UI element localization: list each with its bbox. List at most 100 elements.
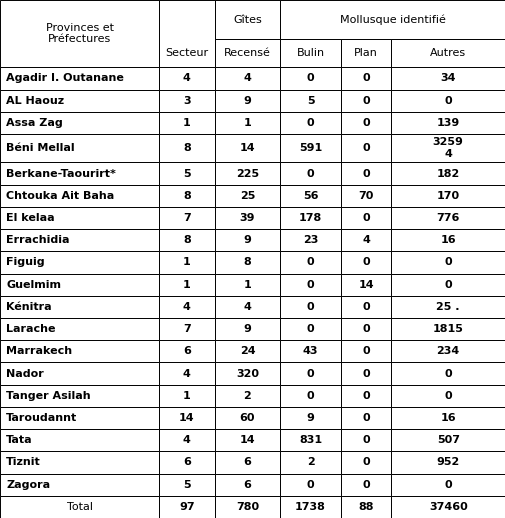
Text: 1: 1 <box>183 280 191 290</box>
Text: 0: 0 <box>307 302 315 312</box>
Text: 6: 6 <box>183 347 191 356</box>
Bar <box>0 451 159 473</box>
Text: 1: 1 <box>243 280 251 290</box>
Text: 14: 14 <box>240 435 255 445</box>
Bar <box>280 112 341 134</box>
Text: 0: 0 <box>444 257 452 267</box>
Bar <box>341 251 391 274</box>
Bar <box>341 112 391 134</box>
Text: 14: 14 <box>240 143 255 153</box>
Text: Mollusque identifié: Mollusque identifié <box>340 15 445 25</box>
Bar <box>0 318 159 340</box>
Bar <box>341 385 391 407</box>
Text: Recensé: Recensé <box>224 48 271 58</box>
Text: 34: 34 <box>440 74 456 83</box>
Text: 780: 780 <box>236 502 259 512</box>
Bar <box>215 163 280 185</box>
Bar <box>280 496 341 518</box>
Text: 14: 14 <box>179 413 194 423</box>
Bar <box>0 207 159 229</box>
Text: 60: 60 <box>240 413 255 423</box>
Bar <box>341 407 391 429</box>
Bar <box>215 318 280 340</box>
Bar <box>0 112 159 134</box>
Bar <box>0 340 159 363</box>
Text: 16: 16 <box>440 235 456 245</box>
Text: Bulin: Bulin <box>296 48 325 58</box>
Bar <box>341 229 391 251</box>
Text: 0: 0 <box>307 168 315 179</box>
Bar <box>215 90 280 112</box>
Bar <box>215 473 280 496</box>
Bar <box>341 496 391 518</box>
Text: 6: 6 <box>183 457 191 467</box>
Bar <box>280 274 341 296</box>
Bar <box>341 318 391 340</box>
Bar <box>0 251 159 274</box>
Text: Berkane-Taourirt*: Berkane-Taourirt* <box>6 168 116 179</box>
Text: 9: 9 <box>243 324 251 334</box>
Bar <box>215 451 280 473</box>
Bar <box>391 39 505 67</box>
Text: Tata: Tata <box>6 435 33 445</box>
Bar <box>280 296 341 318</box>
Text: 7: 7 <box>183 213 191 223</box>
Text: 0: 0 <box>362 118 370 128</box>
Text: 8: 8 <box>183 191 191 201</box>
Text: 9: 9 <box>243 96 251 106</box>
Text: 225: 225 <box>236 168 259 179</box>
Bar <box>391 429 505 451</box>
Bar <box>280 134 341 163</box>
Bar <box>280 473 341 496</box>
Bar <box>159 429 215 451</box>
Bar <box>0 0 159 67</box>
Text: 591: 591 <box>299 143 322 153</box>
Bar <box>341 134 391 163</box>
Bar <box>0 407 159 429</box>
Bar <box>280 318 341 340</box>
Text: 178: 178 <box>299 213 322 223</box>
Bar <box>341 451 391 473</box>
Text: 182: 182 <box>436 168 460 179</box>
Text: 0: 0 <box>307 74 315 83</box>
Text: 25: 25 <box>240 191 255 201</box>
Text: 9: 9 <box>243 235 251 245</box>
Text: Figuig: Figuig <box>6 257 44 267</box>
Text: 234: 234 <box>436 347 460 356</box>
Bar <box>159 363 215 385</box>
Bar <box>159 0 215 67</box>
Bar <box>159 185 215 207</box>
Bar <box>391 67 505 90</box>
Text: 0: 0 <box>307 280 315 290</box>
Text: 1: 1 <box>183 257 191 267</box>
Bar <box>215 67 280 90</box>
Text: Gîtes: Gîtes <box>233 15 262 24</box>
Text: 1815: 1815 <box>433 324 464 334</box>
Bar <box>280 251 341 274</box>
Text: 0: 0 <box>362 457 370 467</box>
Text: 56: 56 <box>303 191 318 201</box>
Bar <box>215 229 280 251</box>
Text: 3259
4: 3259 4 <box>433 137 464 159</box>
Bar <box>0 229 159 251</box>
Bar <box>391 385 505 407</box>
Bar <box>215 407 280 429</box>
Text: 97: 97 <box>179 502 194 512</box>
Text: 0: 0 <box>444 96 452 106</box>
Text: 0: 0 <box>362 435 370 445</box>
Bar <box>391 229 505 251</box>
Bar <box>159 112 215 134</box>
Bar <box>159 451 215 473</box>
Bar <box>280 163 341 185</box>
Bar <box>0 385 159 407</box>
Bar <box>280 185 341 207</box>
Bar <box>280 229 341 251</box>
Text: 0: 0 <box>307 257 315 267</box>
Bar <box>215 207 280 229</box>
Bar <box>0 296 159 318</box>
Bar <box>391 251 505 274</box>
Text: 88: 88 <box>359 502 374 512</box>
Text: 1: 1 <box>183 391 191 401</box>
Bar <box>391 318 505 340</box>
Text: 4: 4 <box>243 74 251 83</box>
